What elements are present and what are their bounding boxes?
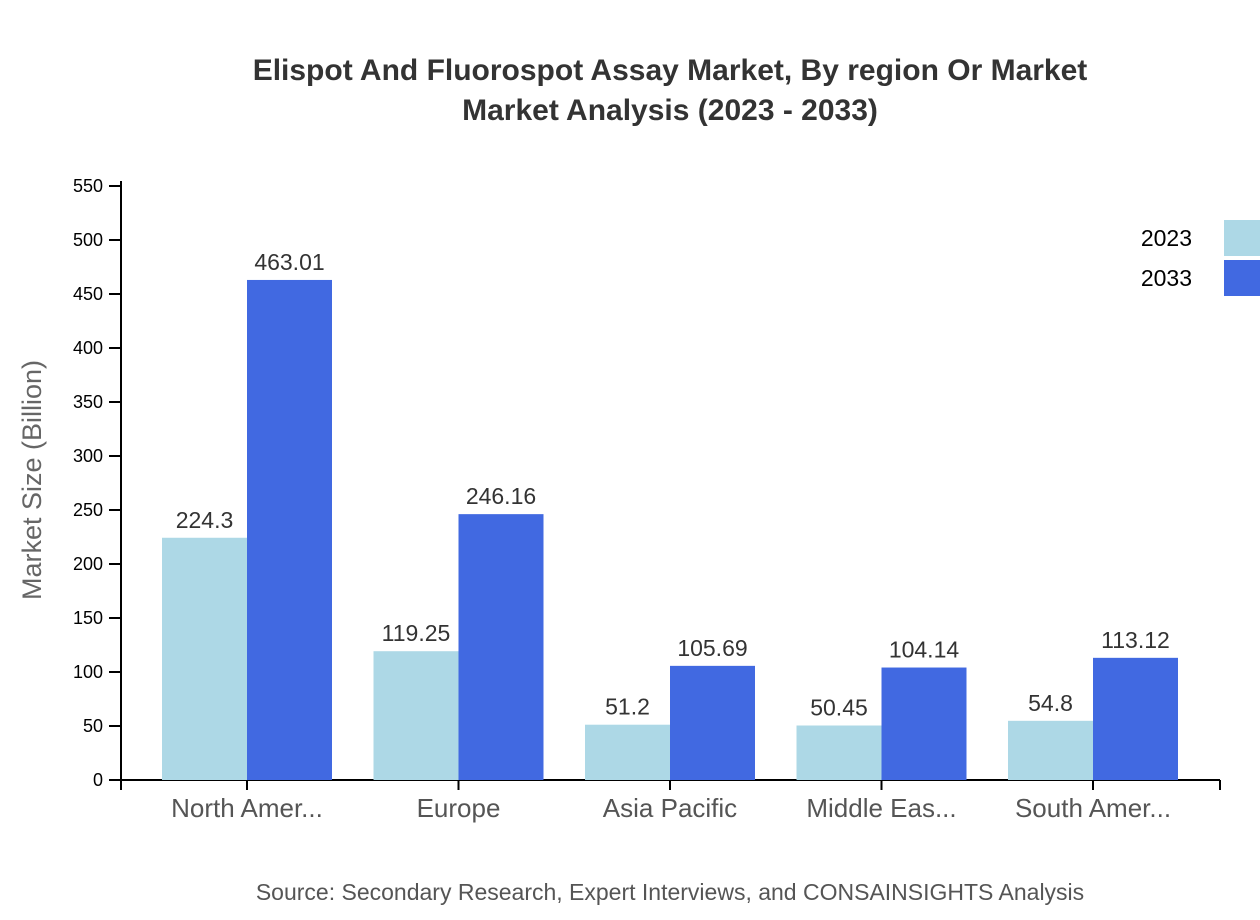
y-tick-label: 150	[73, 608, 103, 628]
x-tick-label: Middle Eas...	[806, 793, 956, 823]
legend-swatch	[1224, 260, 1260, 296]
y-axis: 0 50 100 150 200 250 300 350 400 450 500 550	[73, 176, 122, 790]
bar-2023	[162, 537, 247, 780]
bar-2033	[458, 514, 544, 780]
data-label: 463.01	[254, 249, 324, 275]
y-tick-label: 550	[73, 176, 103, 196]
x-tick-label: Asia Pacific	[603, 793, 737, 823]
data-label: 113.12	[1101, 627, 1170, 653]
x-axis: North Amer... Europe Asia Pacific Middle Ea…	[120, 779, 1221, 823]
y-tick-label: 450	[73, 284, 103, 304]
data-label: 104.14	[889, 637, 960, 663]
data-label: 54.8	[1028, 690, 1073, 716]
data-label: 246.16	[466, 483, 536, 509]
data-label: 224.3	[176, 507, 234, 533]
data-label: 51.2	[605, 694, 650, 720]
y-tick-label: 50	[83, 716, 103, 736]
bar-2033	[670, 665, 755, 780]
bar-2033	[247, 279, 332, 780]
bar-2023	[796, 725, 882, 780]
legend-label: 2023	[1141, 225, 1192, 251]
legend-label: 2033	[1141, 265, 1192, 291]
bar-2023	[585, 724, 670, 780]
y-tick-label: 100	[73, 662, 103, 682]
y-tick-label: 200	[73, 554, 103, 574]
source-note: Source: Secondary Research, Expert Inter…	[256, 879, 1084, 905]
x-tick-label: South Amer...	[1015, 793, 1171, 823]
chart-title-line-1: Elispot And Fluorospot Assay Market, By …	[253, 54, 1088, 87]
bar-2023	[1008, 720, 1093, 780]
y-tick-label: 400	[73, 338, 103, 358]
x-tick-label: North Amer...	[171, 793, 323, 823]
bars: 224.3 463.01 119.25 246.16 51.2 105.69 50.45 10…	[162, 249, 1178, 780]
y-tick-label: 0	[93, 770, 103, 790]
legend-swatch	[1224, 220, 1260, 256]
bar-2033	[881, 667, 967, 780]
chart-title-line-2: Market Analysis (2023 - 2033)	[462, 94, 878, 127]
x-tick-label: Europe	[417, 793, 501, 823]
bar-2023	[373, 651, 459, 780]
y-tick-label: 250	[73, 500, 103, 520]
y-axis-label: Market Size (Billion)	[17, 360, 47, 600]
y-tick-label: 500	[73, 230, 103, 250]
y-tick-label: 300	[73, 446, 103, 466]
data-label: 119.25	[382, 620, 451, 646]
bar-2033	[1093, 657, 1178, 780]
y-tick-label: 350	[73, 392, 103, 412]
data-label: 105.69	[677, 635, 747, 661]
data-label: 50.45	[810, 695, 868, 721]
legend: 2023 2033	[1141, 220, 1260, 296]
